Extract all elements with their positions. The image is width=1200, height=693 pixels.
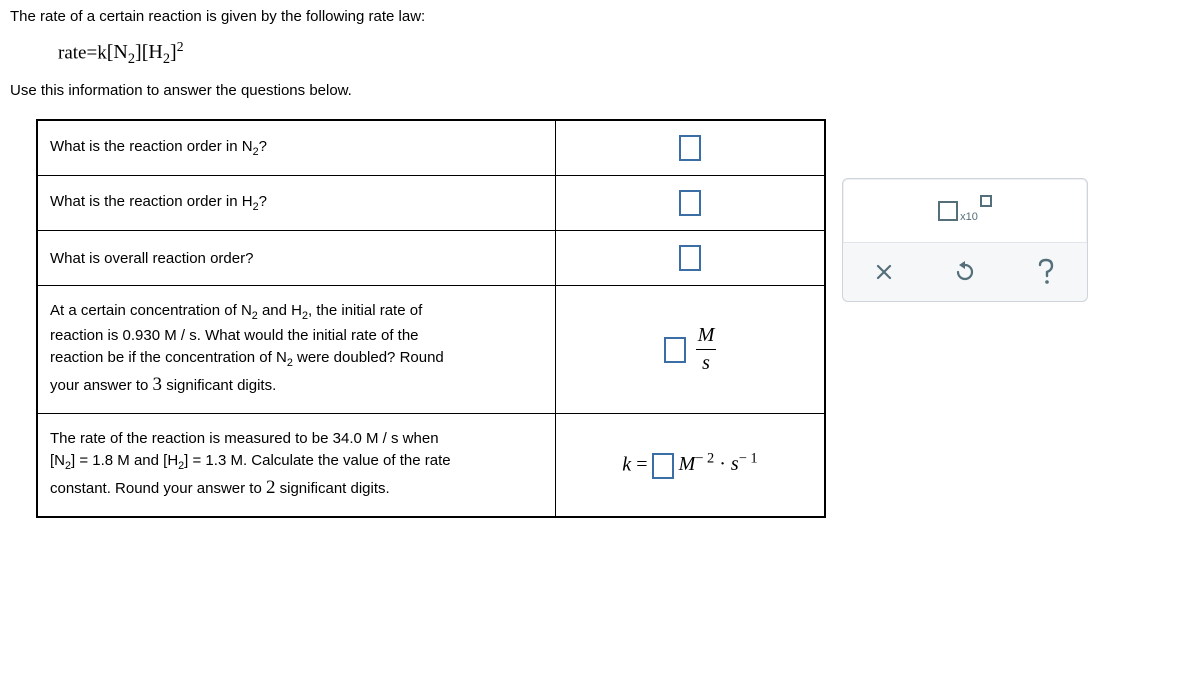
k-units: M− 2 · s− 1 xyxy=(679,453,758,475)
reset-button[interactable] xyxy=(945,254,985,290)
table-row: What is the reaction order in N2? xyxy=(37,120,825,176)
table-row: What is overall reaction order? xyxy=(37,231,825,286)
answer-cell: k = M− 2 · s− 1 xyxy=(555,413,825,516)
eq-h2: H2 xyxy=(148,41,170,63)
questions-table: What is the reaction order in N2? What i… xyxy=(36,119,826,518)
rate-law-equation: rate=k[N2][H2]2 xyxy=(58,39,1190,68)
question-cell: What is the reaction order in H2? xyxy=(37,176,555,231)
answer-input-k[interactable] xyxy=(652,453,674,479)
question-cell: What is overall reaction order? xyxy=(37,231,555,286)
answer-cell xyxy=(555,176,825,231)
clear-button[interactable] xyxy=(864,254,904,290)
answer-cell xyxy=(555,231,825,286)
question-cell: The rate of the reaction is measured to … xyxy=(37,413,555,516)
question-cell: What is the reaction order in N2? xyxy=(37,120,555,176)
eq-exponent: 2 xyxy=(177,39,184,54)
answer-input-h2-order[interactable] xyxy=(679,190,701,216)
problem-instruction: Use this information to answer the quest… xyxy=(10,82,1190,99)
table-row: The rate of the reaction is measured to … xyxy=(37,413,825,516)
question-cell: At a certain concentration of N2 and H2,… xyxy=(37,286,555,414)
sci-mantissa-icon xyxy=(938,201,958,221)
sci-exponent-icon xyxy=(980,195,992,207)
problem-intro: The rate of a certain reaction is given … xyxy=(10,8,1190,25)
eq-k: k xyxy=(97,42,107,63)
eq-n2: N2 xyxy=(113,41,135,63)
answer-input-n2-order[interactable] xyxy=(679,135,701,161)
scientific-notation-button[interactable]: x10 xyxy=(938,193,992,229)
close-icon xyxy=(874,262,894,282)
answer-input-overall-order[interactable] xyxy=(679,245,701,271)
undo-icon xyxy=(953,261,977,283)
eq-lhs: rate xyxy=(58,42,86,63)
tool-panel: x10 xyxy=(842,178,1088,302)
table-row: At a certain concentration of N2 and H2,… xyxy=(37,286,825,414)
eq-equals: = xyxy=(86,42,97,63)
help-button[interactable] xyxy=(1026,254,1066,290)
help-icon xyxy=(1036,258,1056,286)
answer-cell: M s xyxy=(555,286,825,414)
table-row: What is the reaction order in H2? xyxy=(37,176,825,231)
answer-cell xyxy=(555,120,825,176)
answer-input-rate-doubled[interactable] xyxy=(664,337,686,363)
sci-x10-label: x10 xyxy=(960,211,978,223)
rate-units: M s xyxy=(696,324,717,375)
